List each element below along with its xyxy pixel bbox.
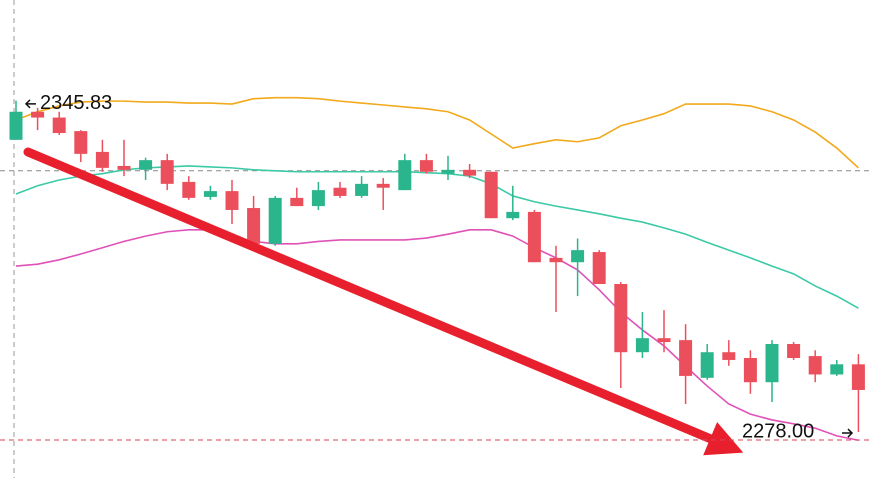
candle-body — [722, 352, 736, 360]
candle-body — [74, 131, 88, 154]
price-label: 2345.83 — [40, 92, 112, 114]
candle-body — [765, 343, 779, 383]
candle-body — [808, 356, 822, 375]
candle-body — [700, 352, 714, 378]
candle-body — [441, 169, 455, 174]
price-label: 2278.00 — [742, 420, 814, 442]
candle-body — [355, 183, 369, 196]
candle-body — [506, 211, 520, 219]
candle-body — [787, 343, 801, 359]
candle-body — [95, 151, 109, 168]
candle-body — [635, 338, 649, 353]
candle-body — [679, 340, 693, 376]
band-line — [15, 229, 859, 442]
band-line — [15, 96, 859, 169]
candle-body — [484, 171, 498, 219]
trend-arrow — [23, 147, 744, 456]
candle-body — [851, 364, 865, 390]
candle-body — [311, 190, 325, 207]
arrow-left-icon — [24, 99, 36, 109]
candle-body — [419, 160, 433, 172]
candle-body — [571, 250, 585, 263]
candle-body — [160, 160, 174, 184]
candle-body — [268, 197, 282, 244]
candle-body — [614, 283, 628, 353]
candle-body — [203, 191, 217, 197]
candle-body — [290, 197, 304, 207]
plot — [0, 96, 871, 442]
candle-body — [9, 111, 23, 140]
candle-body — [463, 169, 477, 176]
arrow-right-icon — [842, 428, 854, 438]
candle-body — [225, 191, 239, 210]
candle-body — [31, 111, 45, 118]
candle-body — [117, 165, 131, 170]
candle-body — [527, 211, 541, 263]
band-line — [15, 165, 859, 309]
candle-body — [333, 187, 347, 196]
candle-body — [52, 117, 66, 134]
candle-body — [247, 208, 261, 244]
candle-body — [592, 252, 606, 284]
candle-body — [376, 183, 390, 188]
candle-body — [830, 364, 844, 375]
candle-body — [182, 181, 196, 198]
candle-body — [139, 160, 153, 170]
candle-body — [743, 358, 757, 383]
candle-body — [549, 257, 563, 263]
candle-body — [398, 160, 412, 191]
candle-body — [657, 338, 671, 343]
